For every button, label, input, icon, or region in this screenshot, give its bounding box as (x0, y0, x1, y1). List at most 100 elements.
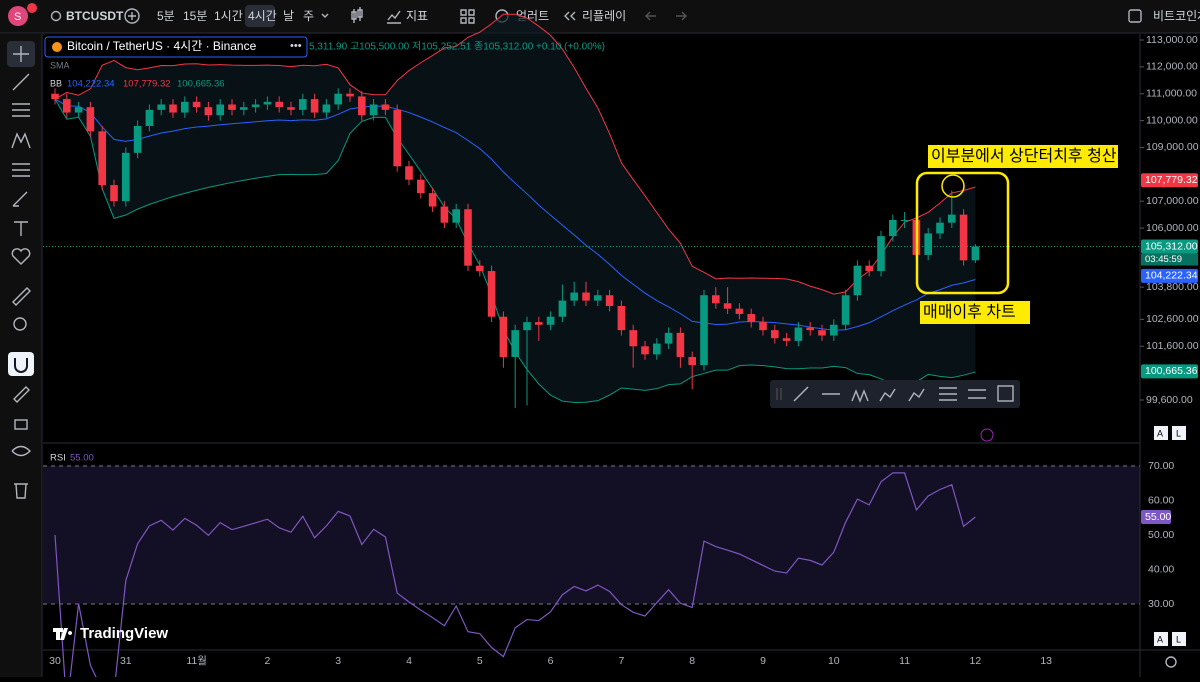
candle-body (181, 101, 189, 113)
abcd-btn[interactable] (908, 388, 925, 402)
candle-body (594, 295, 602, 301)
candle-body (688, 357, 696, 366)
candle-body (287, 107, 295, 110)
candle-body (889, 220, 897, 237)
candle-body (712, 295, 720, 304)
candle-body (204, 107, 213, 116)
chevron[interactable] (321, 13, 329, 18)
auto-btn[interactable] (1154, 632, 1168, 646)
brush-tool[interactable] (12, 191, 28, 207)
redo[interactable] (676, 11, 687, 21)
line-tool[interactable] (12, 73, 30, 91)
candle-body (169, 104, 177, 113)
candle-body (275, 101, 283, 108)
replay[interactable]: 리플레이 (582, 9, 626, 23)
add-symbol[interactable] (124, 8, 140, 24)
rect-btn[interactable] (997, 385, 1014, 402)
ohlc-values: 5,311.90 고105,500.00 저105,252.51 종105,31… (309, 41, 605, 53)
interval[interactable]: 15분 (183, 9, 207, 23)
elliott-btn[interactable] (879, 388, 896, 402)
interval[interactable]: 5분 (157, 9, 175, 23)
candle-body (830, 324, 838, 336)
candle-body (86, 107, 95, 132)
candle-body (358, 96, 366, 116)
lock-draw-tool[interactable] (13, 386, 30, 403)
rsi-tag-label: 55.00 (1145, 511, 1171, 523)
fib-btn[interactable] (939, 387, 957, 401)
candle-body (110, 185, 118, 202)
price-tag (1141, 173, 1198, 188)
period[interactable]: 날 (283, 9, 294, 23)
x-tick-label: 4 (406, 655, 412, 667)
bb-lower: 100,665.36 (177, 79, 225, 90)
btc-icon (52, 42, 62, 52)
period[interactable]: 주 (303, 9, 314, 23)
candle-body (676, 332, 685, 358)
account[interactable]: 비트코인차 (1153, 9, 1200, 23)
text-tool[interactable] (14, 221, 28, 236)
trendline-btn[interactable] (793, 386, 809, 402)
candle-body (523, 322, 531, 331)
annotation-bg (928, 145, 1118, 168)
indicators[interactable]: 지표 (406, 9, 428, 23)
candle-body (771, 330, 779, 339)
avatar[interactable] (8, 6, 28, 26)
candle-body (98, 131, 106, 186)
auto-btn[interactable] (1154, 426, 1168, 440)
event-icon[interactable] (980, 428, 994, 442)
y-tick-label: 99,600.00 (1146, 394, 1193, 406)
legend-more[interactable]: ••• (290, 40, 302, 52)
y-tick-label: 101,600.00 (1146, 340, 1199, 352)
range-btn[interactable] (968, 389, 986, 399)
price-tag-label: 100,665.36 (1145, 365, 1198, 377)
pattern-tool[interactable] (11, 132, 31, 149)
layout-checkbox[interactable] (1128, 9, 1142, 23)
chart-type-icon[interactable] (351, 7, 363, 23)
candle-body (735, 308, 744, 315)
interval[interactable]: 4시간 (248, 9, 277, 23)
y-tick-label: 110,000.00 (1146, 114, 1198, 126)
crosshair-tool[interactable] (13, 46, 29, 62)
bb-basis: 104,222.34 (67, 79, 115, 90)
measure-tool[interactable] (12, 287, 31, 306)
sma-label: SMA (50, 60, 70, 70)
candle-body (629, 330, 637, 347)
candle-body (936, 222, 944, 234)
search-icon[interactable] (50, 10, 62, 22)
log-btn[interactable] (1172, 632, 1186, 646)
delete-tool[interactable] (14, 483, 28, 499)
magnet-tool[interactable] (14, 358, 28, 373)
pattern-btn[interactable] (851, 389, 869, 403)
rsi-band (43, 466, 1140, 604)
candle-body (476, 265, 484, 272)
y-tick-label: 102,600.00 (1146, 313, 1199, 325)
candle-body (346, 93, 354, 97)
rsi-tick-label: 30.00 (1148, 598, 1174, 610)
candle-body (393, 109, 401, 167)
candle-body (900, 220, 909, 221)
favorites-tool[interactable] (11, 248, 31, 265)
layouts-icon[interactable] (460, 9, 475, 24)
log-btn[interactable] (1172, 426, 1186, 440)
symbol[interactable]: BTCUSDT (66, 9, 124, 23)
settings-icon[interactable] (1165, 656, 1177, 668)
forecast-tool[interactable] (12, 163, 30, 177)
drag-handle[interactable] (776, 388, 782, 400)
visibility-tool[interactable] (11, 445, 31, 457)
zoom-tool[interactable] (13, 317, 27, 331)
fib-tool[interactable] (12, 103, 30, 117)
x-tick-label: 6 (548, 655, 554, 667)
undo[interactable] (645, 11, 656, 21)
candle-body (251, 104, 260, 108)
candle-body (74, 107, 83, 113)
bb-fill (55, 14, 976, 403)
candle-body (511, 330, 519, 358)
x-tick-label: 31 (120, 655, 132, 667)
rsi-label: RSI (50, 453, 66, 464)
legend-box[interactable] (44, 36, 308, 58)
annotation-bg (920, 301, 1030, 324)
interval[interactable]: 1시간 (214, 9, 243, 23)
candle-body (216, 104, 224, 116)
lock-tool[interactable] (14, 419, 28, 430)
y-tick-label: 109,000.00 (1146, 141, 1199, 153)
